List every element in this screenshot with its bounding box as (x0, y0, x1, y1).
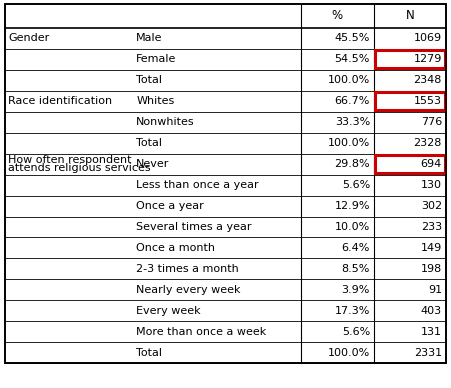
Bar (375, 50, 445, 68)
Text: 233: 233 (421, 222, 442, 232)
Text: Gender: Gender (8, 33, 49, 43)
Text: 2-3 times a month: 2-3 times a month (136, 264, 239, 274)
Text: Total: Total (136, 138, 162, 148)
Text: Once a year: Once a year (136, 201, 204, 211)
Text: Nonwhites: Nonwhites (136, 117, 195, 127)
Text: 6.4%: 6.4% (341, 243, 370, 253)
Text: 694: 694 (421, 159, 442, 169)
Text: 130: 130 (421, 180, 442, 190)
Text: More than once a week: More than once a week (136, 327, 267, 337)
Text: 1279: 1279 (414, 54, 442, 64)
Text: 149: 149 (421, 243, 442, 253)
Text: Whites: Whites (136, 96, 175, 106)
Text: Nearly every week: Nearly every week (136, 285, 241, 295)
Text: 2348: 2348 (414, 75, 442, 85)
Text: attends religious services: attends religious services (8, 163, 151, 173)
Text: 8.5%: 8.5% (341, 264, 370, 274)
Text: 3.9%: 3.9% (341, 285, 370, 295)
Text: Female: Female (136, 54, 177, 64)
Text: 100.0%: 100.0% (328, 348, 370, 358)
Text: 29.8%: 29.8% (334, 159, 370, 169)
Text: 131: 131 (421, 327, 442, 337)
Text: N: N (405, 9, 414, 23)
Text: %: % (331, 9, 343, 23)
Bar (375, 92, 445, 110)
Text: 33.3%: 33.3% (335, 117, 370, 127)
Text: 776: 776 (421, 117, 442, 127)
Text: 1069: 1069 (414, 33, 442, 43)
Text: 2328: 2328 (414, 138, 442, 148)
Text: 100.0%: 100.0% (328, 138, 370, 148)
Text: 12.9%: 12.9% (335, 201, 370, 211)
Bar (375, 155, 445, 173)
Text: 198: 198 (421, 264, 442, 274)
Text: Every week: Every week (136, 306, 201, 316)
Text: 91: 91 (428, 285, 442, 295)
Text: 5.6%: 5.6% (342, 180, 370, 190)
Text: Less than once a year: Less than once a year (136, 180, 259, 190)
Text: Race identification: Race identification (8, 96, 112, 106)
Text: Several times a year: Several times a year (136, 222, 252, 232)
Text: 66.7%: 66.7% (335, 96, 370, 106)
Text: 1553: 1553 (414, 96, 442, 106)
Text: 45.5%: 45.5% (335, 33, 370, 43)
Text: Total: Total (136, 75, 162, 85)
Text: 54.5%: 54.5% (335, 54, 370, 64)
Text: 17.3%: 17.3% (335, 306, 370, 316)
Text: 302: 302 (421, 201, 442, 211)
Text: 10.0%: 10.0% (335, 222, 370, 232)
Text: Never: Never (136, 159, 170, 169)
Text: Total: Total (136, 348, 162, 358)
Text: 2331: 2331 (414, 348, 442, 358)
Text: 100.0%: 100.0% (328, 75, 370, 85)
Text: How often respondent: How often respondent (8, 155, 132, 165)
Text: Male: Male (136, 33, 163, 43)
Text: Once a month: Once a month (136, 243, 215, 253)
Text: 403: 403 (421, 306, 442, 316)
Text: 5.6%: 5.6% (342, 327, 370, 337)
